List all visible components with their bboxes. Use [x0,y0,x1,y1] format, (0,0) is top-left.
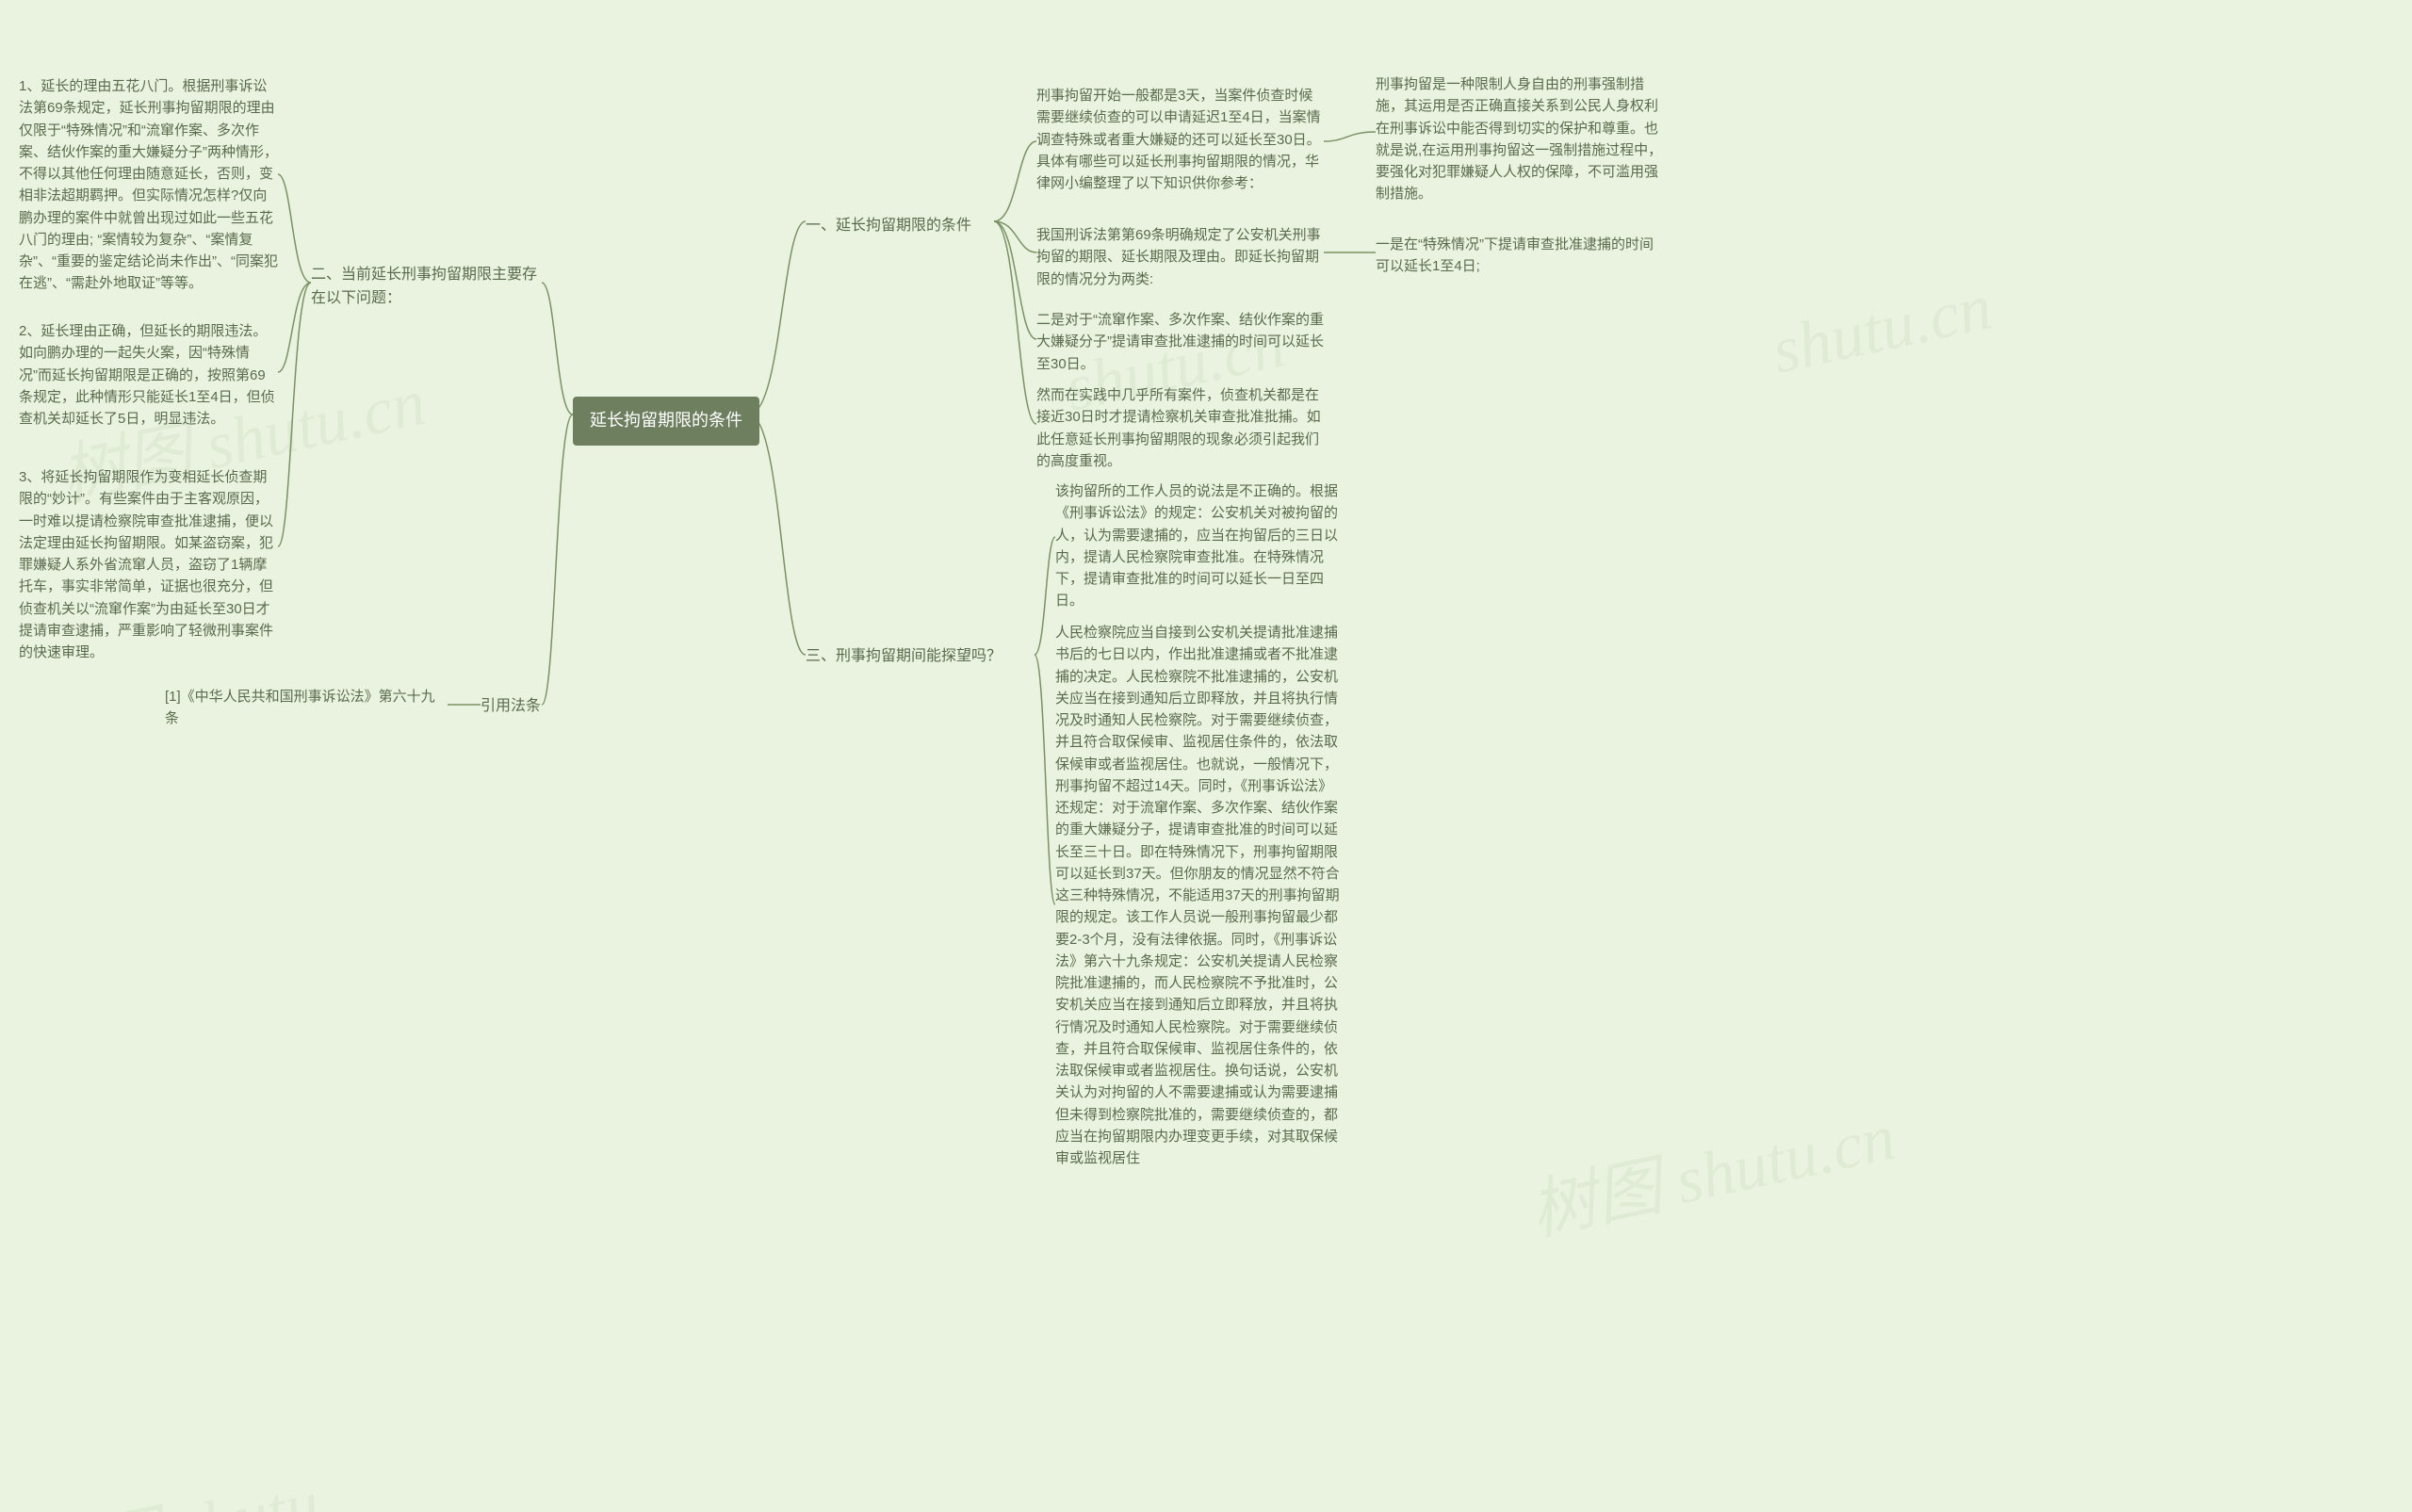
edge [749,415,806,655]
edge [994,141,1036,221]
leaf-node: 人民检察院应当自接到公安机关提请批准逮捕书后的七日以内，作出批准逮捕或者不批准逮… [1055,622,1343,1169]
watermark: 树图 shutu [22,1450,326,1512]
leaf-node: [1]《中华人民共和国刑事诉讼法》第六十九条 [165,686,448,730]
edge [278,283,311,372]
branch-label-left-2: 引用法条 [481,695,541,719]
leaf-node: 刑事拘留是一种限制人身自由的刑事强制措施，其运用是否正确直接关系到公民人身权利在… [1376,73,1663,205]
leaf-node: 二是对于“流窜作案、多次作案、结伙作案的重大嫌疑分子”提请审查批准逮捕的时间可以… [1036,309,1324,375]
edge [278,283,311,546]
leaf-node: 2、延长理由正确，但延长的期限违法。如向鹏办理的一起失火案，因“特殊情况”而延长… [19,320,278,430]
branch-label-right-2: 三、刑事拘留期间能探望吗？ [806,645,1002,669]
edge [994,221,1036,252]
edge [1035,537,1055,655]
edge [1324,132,1376,141]
edge [278,174,311,283]
leaf-node: 刑事拘留开始一般都是3天，当案件侦查时候需要继续侦查的可以申请延迟1至4日，当案… [1036,85,1324,194]
leaf-node: 然而在实践中几乎所有案件，侦查机关都是在接近30日时才提请检察机关审查批准批捕。… [1036,384,1324,472]
root-node: 延长拘留期限的条件 [573,397,759,446]
edge [542,415,573,705]
leaf-node: 一是在“特殊情况”下提请审查批准逮捕的时间可以延长1至4日; [1376,234,1663,278]
leaf-node: 3、将延长拘留期限作为变相延长侦查期限的“妙计”。有些案件由于主客观原因，一时难… [19,466,278,663]
branch-label-left-1: 二、当前延长刑事拘留期限主要存在以下问题： [311,264,546,311]
branch-label-right-1: 一、延长拘留期限的条件 [806,215,971,238]
edge [749,221,806,415]
leaf-node: 1、延长的理由五花八门。根据刑事诉讼法第69条规定，延长刑事拘留期限的理由仅限于… [19,75,278,295]
edge [994,221,1036,424]
watermark: shutu.cn [1766,269,1998,389]
edge [994,221,1036,339]
watermark: 树图 shutu.cn [1521,1083,1902,1253]
leaf-node: 该拘留所的工作人员的说法是不正确的。根据《刑事诉讼法》的规定：公安机关对被拘留的… [1055,480,1343,612]
edge [1035,655,1055,904]
leaf-node: 我国刑诉法第第69条明确规定了公安机关刑事拘留的期限、延长期限及理由。即延长拘留… [1036,224,1324,290]
